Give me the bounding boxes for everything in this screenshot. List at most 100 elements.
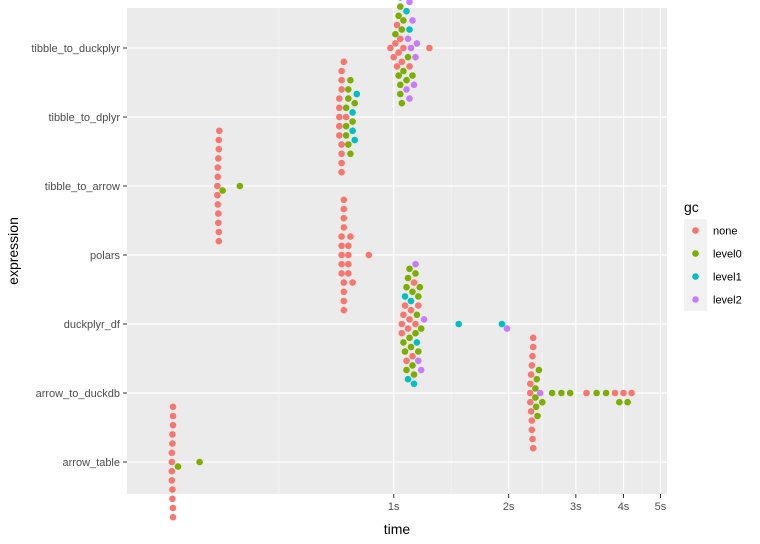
data-point-level0	[404, 53, 412, 61]
x-tick-label: 1s	[388, 501, 400, 513]
legend-swatch-level1	[692, 273, 699, 280]
data-point-level0	[534, 412, 541, 420]
data-point-level0	[412, 270, 419, 277]
data-point-none	[404, 325, 412, 332]
data-point-level0	[403, 366, 410, 374]
data-point-level0	[403, 283, 410, 291]
data-point-level0	[410, 371, 418, 378]
data-point-none	[628, 389, 635, 397]
data-point-none	[529, 334, 537, 342]
data-point-level0	[548, 389, 556, 397]
major-gridlines	[127, 8, 667, 494]
data-point-level2	[406, 0, 413, 6]
data-point-level0	[417, 325, 425, 332]
data-point-none	[406, 316, 413, 323]
data-point-none	[345, 242, 352, 250]
data-point-level0	[558, 389, 565, 397]
data-point-none	[527, 380, 534, 388]
data-point-none	[215, 136, 223, 144]
legend-title: gc	[684, 199, 699, 215]
data-point-level0	[196, 458, 203, 466]
legend-label: level1	[713, 272, 742, 284]
data-point-level0	[345, 95, 352, 102]
data-point-level0	[342, 104, 350, 112]
data-point-none	[215, 219, 222, 227]
data-point-none	[215, 155, 222, 162]
y-tick-label: polars	[90, 250, 120, 262]
data-point-level0	[351, 99, 359, 107]
y-tick-label: arrow_to_duckdb	[36, 388, 120, 400]
data-point-level1	[406, 26, 413, 33]
data-point-level0	[174, 463, 182, 470]
data-point-none	[529, 343, 537, 351]
data-point-level1	[351, 136, 359, 144]
data-point-none	[342, 113, 350, 121]
y-tick-label: duckplyr_df	[64, 319, 121, 331]
data-point-none	[340, 306, 348, 314]
data-point-level0	[400, 339, 407, 346]
data-point-level0	[347, 76, 354, 84]
data-point-level0	[345, 86, 352, 93]
data-point-none	[169, 495, 176, 503]
data-point-level1	[349, 127, 356, 135]
data-point-level0	[342, 132, 350, 139]
x-tick-label: 4s	[618, 501, 630, 513]
x-tick-label: 2s	[503, 501, 515, 513]
data-point-level0	[533, 375, 541, 383]
data-point-none	[336, 113, 343, 121]
x-tick-label: 3s	[570, 501, 582, 513]
data-point-level0	[532, 403, 540, 411]
legend-label: level2	[713, 295, 742, 307]
data-point-level0	[400, 17, 407, 24]
data-point-none	[398, 58, 406, 66]
data-point-none	[387, 44, 394, 52]
legend-label: level0	[713, 249, 742, 261]
data-point-level2	[420, 316, 428, 323]
data-point-level1	[353, 90, 361, 98]
data-point-none	[338, 233, 345, 240]
y-tick-label: arrow_table	[63, 457, 120, 469]
data-point-none	[527, 398, 534, 406]
data-point-none	[214, 173, 222, 181]
data-point-none	[340, 224, 348, 231]
data-point-none	[529, 444, 537, 452]
data-point-none	[214, 164, 222, 171]
data-point-level2	[404, 35, 412, 43]
data-point-none	[529, 352, 536, 360]
data-point-none	[528, 417, 536, 424]
legend-swatch-level0	[692, 250, 699, 257]
data-point-level0	[412, 329, 419, 337]
data-point-level1	[404, 375, 412, 383]
data-point-level0	[602, 389, 610, 397]
data-point-level0	[406, 334, 413, 342]
data-point-none	[336, 132, 343, 139]
data-point-none	[529, 435, 536, 443]
data-point-none	[215, 145, 223, 153]
data-point-none	[400, 311, 407, 319]
x-axis: 1s 2s 3s 4s 5s	[388, 494, 667, 513]
data-point-level2	[410, 81, 418, 89]
data-point-none	[214, 182, 221, 190]
data-point-level0	[401, 348, 409, 355]
panel-background	[127, 8, 667, 494]
data-point-none	[406, 63, 413, 70]
data-point-level2	[409, 17, 416, 24]
data-point-level0	[219, 187, 226, 194]
data-point-level2	[412, 260, 419, 268]
data-point-level0	[416, 283, 424, 291]
data-point-none	[345, 251, 352, 259]
legend-swatch-level2	[692, 296, 699, 303]
data-point-level1	[401, 293, 409, 300]
data-point-level2	[406, 95, 413, 102]
data-point-none	[340, 279, 348, 286]
data-point-level0	[404, 274, 412, 282]
data-point-none	[426, 44, 433, 52]
data-point-level0	[392, 30, 399, 38]
data-point-none	[412, 320, 419, 328]
data-point-none	[338, 76, 345, 84]
data-point-none	[338, 159, 345, 167]
data-point-level0	[395, 12, 402, 20]
data-point-none	[397, 35, 404, 43]
data-point-level0	[397, 3, 404, 10]
data-point-none	[168, 449, 176, 457]
